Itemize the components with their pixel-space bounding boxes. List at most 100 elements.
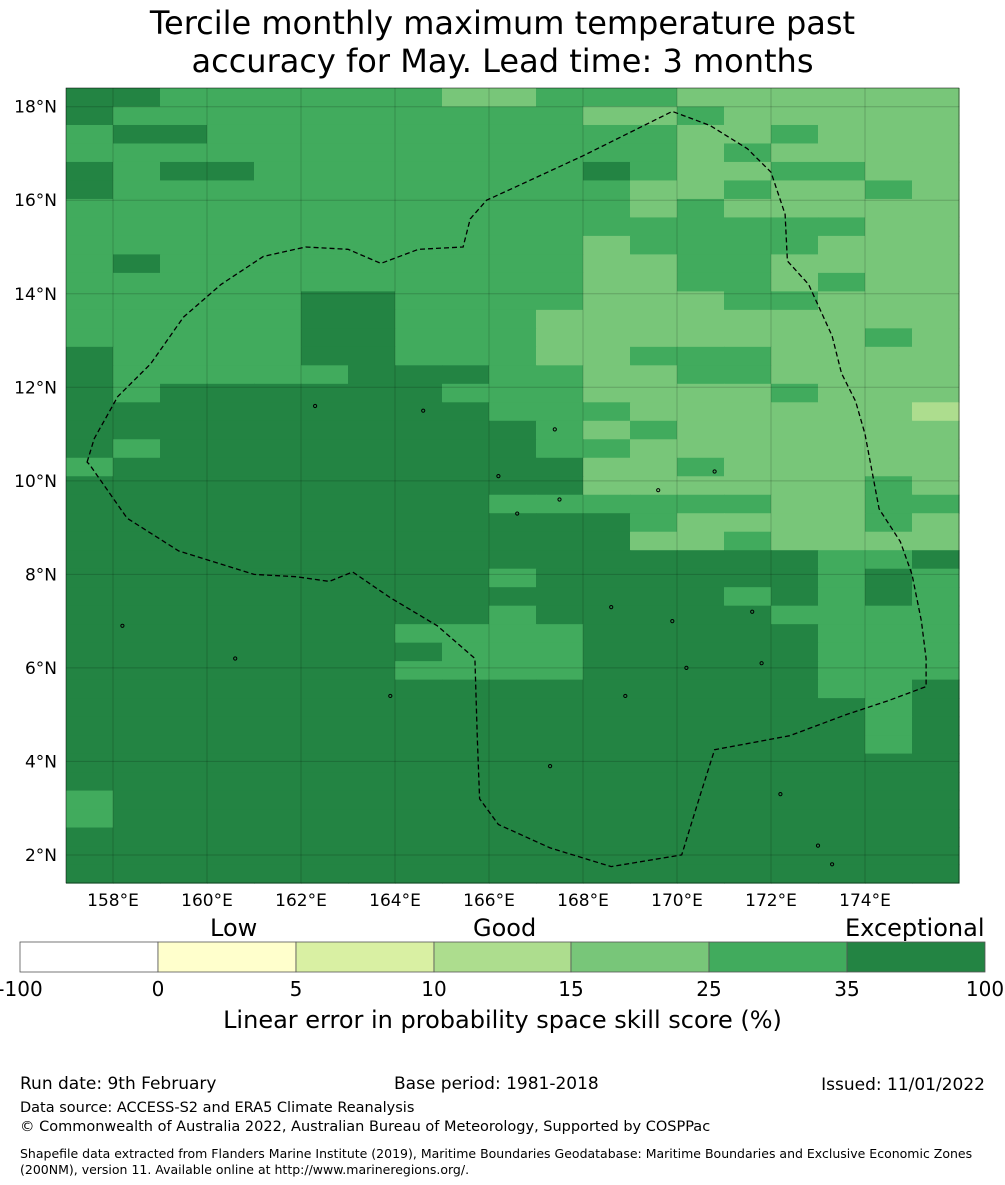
grid-cell: [865, 476, 913, 496]
grid-cell: [724, 698, 772, 718]
grid-cell: [254, 605, 302, 625]
grid-cell: [301, 124, 349, 145]
grid-cell: [771, 679, 819, 699]
grid-cell: [395, 809, 443, 829]
grid-cell: [771, 753, 819, 773]
grid-cell: [207, 698, 255, 718]
grid-cell: [489, 198, 537, 219]
grid-cell: [254, 124, 302, 145]
skill-map: 18°N 16°N 14°N 12°N 10°N 8°N 6°N 4°N 2°N 158°E 16…: [14, 87, 960, 911]
grid-cell: [677, 402, 725, 422]
grid-cell: [536, 605, 584, 625]
grid-cell: [442, 809, 490, 829]
grid-cell: [301, 735, 349, 755]
grid-cell: [113, 568, 161, 588]
grid-cell: [771, 254, 819, 274]
grid-cell: [724, 198, 772, 219]
grid-cell: [207, 809, 255, 829]
colorbar-tick: -100: [0, 977, 43, 1001]
grid-cell: [724, 365, 772, 385]
grid-cell: [536, 328, 584, 348]
grid-cell: [442, 753, 490, 773]
grid-cell: [113, 143, 161, 163]
grid-cell: [489, 716, 537, 736]
grid-cell: [724, 550, 772, 570]
island-outline: [759, 661, 764, 666]
grid-cell: [677, 846, 725, 866]
grid-cell: [489, 531, 537, 551]
grid-cell: [442, 642, 490, 662]
grid-cell: [301, 494, 349, 514]
grid-cell: [630, 624, 678, 644]
grid-cell: [818, 198, 866, 219]
grid-cell: [442, 457, 490, 477]
grid-cell: [301, 383, 349, 403]
grid-cell: [395, 346, 443, 366]
grid-cell: [489, 494, 537, 514]
grid-cell: [677, 809, 725, 829]
grid-cell: [301, 864, 349, 884]
grid-cell: [536, 661, 584, 681]
grid-cell: [207, 291, 255, 311]
grid-cell: [254, 679, 302, 699]
grid-cell: [724, 531, 772, 551]
grid-cell: [677, 772, 725, 792]
grid-cell: [818, 402, 866, 422]
grid-cell: [301, 272, 349, 292]
grid-cell: [348, 439, 396, 459]
grid-cell: [489, 365, 537, 385]
grid-cell: [160, 365, 208, 385]
grid-cell: [66, 790, 114, 810]
grid-cell: [677, 106, 725, 126]
grid-cell: [536, 568, 584, 588]
grid-cell: [724, 106, 772, 126]
grid-cell: [254, 383, 302, 403]
colorbar-segment: [19, 941, 159, 973]
grid-cell: [348, 383, 396, 403]
grid-cell: [912, 513, 960, 533]
run-date: Run date: 9th February: [20, 1074, 217, 1094]
grid-cell: [301, 198, 349, 219]
grid-cell: [630, 291, 678, 311]
grid-cell: [489, 439, 537, 459]
grid-cell: [536, 439, 584, 459]
grid-cell: [207, 568, 255, 588]
grid-cell: [677, 494, 725, 514]
grid-cell: [771, 143, 819, 163]
island-outline: [233, 656, 238, 661]
grid-cell: [583, 716, 631, 736]
grid-cell: [301, 161, 349, 182]
grid-cell: [113, 476, 161, 496]
grid-cell: [395, 180, 443, 200]
grid-cell: [630, 309, 678, 329]
grid-cell: [66, 513, 114, 533]
grid-cell: [536, 235, 584, 255]
grid-cell: [536, 772, 584, 792]
island-outline: [623, 693, 628, 699]
grid-cell: [489, 328, 537, 348]
grid-cell: [207, 476, 255, 496]
data-source: Data source: ACCESS-S2 and ERA5 Climate …: [20, 1100, 415, 1116]
grid-cell: [818, 513, 866, 533]
grid-cell: [348, 846, 396, 866]
grid-cell: [254, 161, 302, 182]
grid-cell: [66, 809, 114, 829]
grid-cell: [207, 365, 255, 385]
grid-cell: [865, 88, 913, 108]
grid-cell: [771, 864, 819, 884]
grid-cell: [677, 568, 725, 588]
grid-cell: [489, 587, 537, 607]
grid-cell: [395, 328, 443, 348]
colorbar-axis-label: Linear error in probability space skill …: [223, 1006, 782, 1034]
grid-cell: [301, 180, 349, 200]
grid-cell: [113, 291, 161, 311]
grid-cell: [724, 753, 772, 773]
grid-cell: [865, 790, 913, 810]
grid-cell: [912, 383, 960, 403]
grid-cell: [630, 198, 678, 219]
longitude-label: 166°E: [463, 891, 515, 911]
grid-cell: [912, 790, 960, 810]
grid-cell: [489, 864, 537, 884]
grid-cell: [66, 494, 114, 514]
grid-cell: [66, 735, 114, 755]
